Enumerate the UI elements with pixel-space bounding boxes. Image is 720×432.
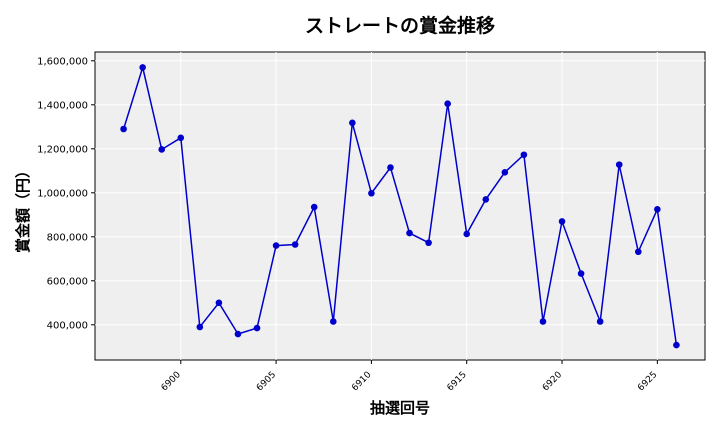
y-tick-label: 400,000 — [47, 320, 88, 331]
data-point — [596, 318, 604, 325]
y-tick-label: 600,000 — [47, 276, 88, 287]
y-tick-label: 1,000,000 — [37, 188, 88, 199]
y-tick-label: 1,200,000 — [37, 144, 88, 155]
data-point — [577, 270, 585, 277]
data-point — [310, 203, 318, 211]
x-axis: 6900 6905 6910 6915 6920 6925 — [160, 360, 659, 393]
y-tick-label: 1,400,000 — [37, 100, 88, 111]
data-point — [158, 146, 166, 153]
y-tick-label: 800,000 — [47, 232, 88, 243]
data-point — [272, 242, 280, 249]
data-point — [177, 134, 185, 142]
y-tick-label: 1,600,000 — [37, 56, 88, 67]
data-point — [253, 324, 261, 332]
plot-area — [94, 51, 706, 361]
data-point — [634, 248, 642, 256]
data-point — [520, 151, 528, 159]
x-tick-label: 6915 — [446, 370, 469, 393]
data-point — [482, 196, 490, 203]
data-point — [387, 164, 394, 171]
data-point — [463, 230, 471, 238]
data-point — [425, 239, 432, 247]
x-tick-label: 6910 — [350, 370, 373, 393]
data-point — [615, 161, 623, 168]
data-point — [444, 100, 451, 107]
data-point — [558, 218, 566, 225]
series-line — [122, 64, 678, 346]
x-tick-label: 6920 — [541, 370, 564, 393]
x-tick-label: 6900 — [160, 370, 183, 393]
data-point — [196, 323, 204, 331]
chart-title: ストレートの賞金推移 — [305, 14, 495, 37]
data-point — [120, 125, 127, 133]
grid — [95, 52, 705, 360]
x-tick-label: 6905 — [255, 370, 278, 393]
y-axis: 400,000 600,000 800,000 1,000,000 1,200,000 1… — [37, 56, 95, 331]
x-tick-label: 6925 — [636, 370, 659, 393]
data-point — [673, 341, 680, 349]
y-axis-label: 賞金額（円） — [14, 163, 32, 253]
data-point — [234, 330, 242, 338]
data-point — [215, 299, 223, 307]
data-point — [139, 64, 146, 71]
data-point — [406, 229, 413, 237]
x-axis-label: 抽選回号 — [370, 399, 430, 417]
data-point — [368, 189, 375, 197]
data-point — [501, 169, 509, 176]
data-point — [539, 318, 547, 325]
data-series — [120, 64, 680, 349]
data-point — [291, 241, 299, 248]
data-point — [654, 206, 661, 213]
data-point — [349, 119, 356, 127]
data-point — [329, 318, 337, 325]
